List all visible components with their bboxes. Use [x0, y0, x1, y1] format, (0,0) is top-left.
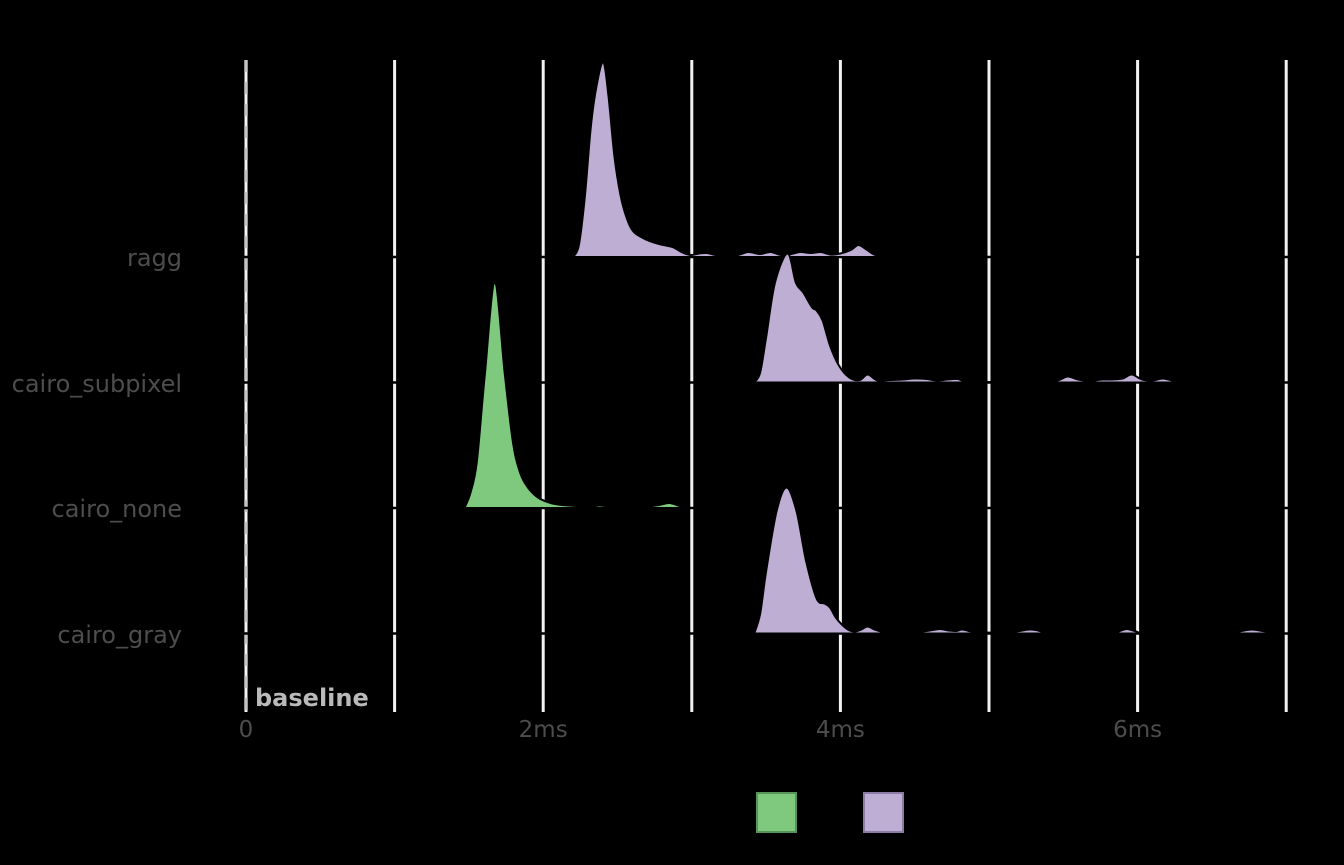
density-cairo_subpixel — [753, 252, 1181, 384]
tick-label-0: 0 — [238, 717, 254, 743]
row-label-cairo_subpixel: cairo_subpixel — [11, 369, 182, 398]
legend-swatch-green-series — [756, 792, 797, 833]
row-label-cairo_none: cairo_none — [51, 495, 182, 523]
tick-label-4ms: 4ms — [815, 717, 865, 743]
tick-label-2ms: 2ms — [518, 717, 568, 743]
baseline-annotation-label: baseline — [255, 684, 369, 712]
row-label-cairo_gray: cairo_gray — [57, 620, 182, 649]
density-ragg — [571, 60, 882, 258]
density-cairo_gray — [753, 486, 1285, 635]
density-cairo_none — [463, 282, 692, 509]
legend-swatch-purple-series — [863, 792, 904, 833]
tick-label-6ms: 6ms — [1113, 717, 1163, 743]
row-label-ragg: ragg — [126, 244, 182, 272]
